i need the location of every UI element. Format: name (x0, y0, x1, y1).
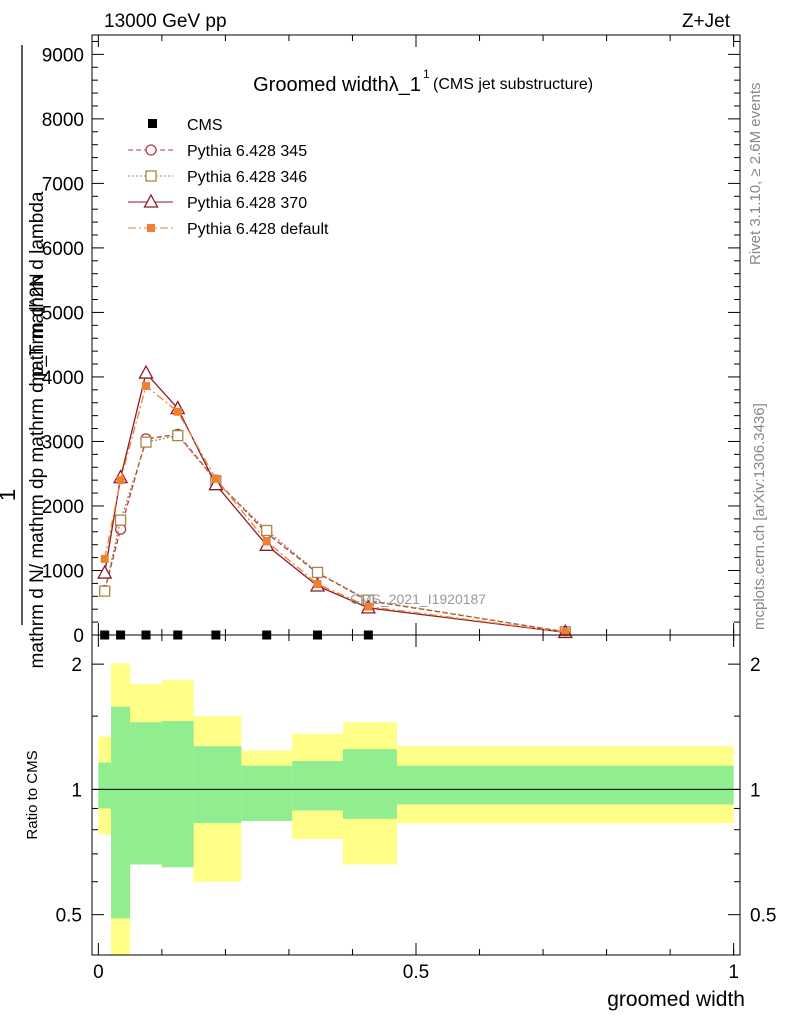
series-line-0 (104, 433, 566, 633)
series-point-3 (313, 580, 322, 589)
legend-item-cms: CMS (148, 117, 223, 134)
y-tick-label: 8000 (42, 110, 84, 131)
series-point-1 (172, 429, 184, 442)
ratio-x-axis: 0 0.5 1 (93, 35, 739, 983)
energy-label: 13000 GeV pp (104, 11, 227, 32)
series-point-2 (97, 564, 113, 579)
legend-item-345: Pythia 6.428 345 (128, 143, 307, 160)
ratio-band-stat (241, 765, 293, 821)
legend-marker-cms (148, 119, 157, 128)
ratio-panel: 0.5 0.51 12 2 0 0.5 1 Ratio to CMS groomed wi… (24, 35, 776, 1011)
ratio-band-stat (292, 761, 343, 811)
series-point-3 (364, 602, 373, 611)
main-y-axis: 0 1000 2000 3000 4000 5000 6000 7000 8000 9000 (42, 40, 740, 647)
legend-label-cms: CMS (187, 117, 223, 134)
series-point-2 (138, 364, 154, 379)
title-subtitle: (CMS jet substructure) (433, 76, 593, 93)
series-point-3 (116, 476, 125, 485)
legend-marker-default (147, 224, 155, 232)
ratio-band-stat (130, 722, 162, 865)
ratio-band-stat (193, 746, 242, 824)
x-tick-label: 0 (93, 962, 104, 983)
series-point-2 (208, 476, 224, 491)
legend-item-346: Pythia 6.428 346 (128, 169, 307, 186)
y-tick-label: 6000 (42, 239, 84, 260)
ratio-band-stat (396, 765, 734, 805)
mcplots-text: mcplots.cern.ch [arXiv:1306.3436] (751, 403, 768, 630)
legend-label-345: Pythia 6.428 345 (187, 143, 307, 160)
ratio-band-stat (98, 762, 112, 809)
y-tick-label: 1000 (42, 561, 84, 582)
y-tick-label: 9000 (42, 45, 84, 66)
series-point-3 (142, 381, 150, 390)
ratio-bands-layer (98, 663, 734, 955)
series-point-1 (261, 524, 273, 537)
y-tick-label: 2000 (42, 497, 84, 518)
series-point-1 (99, 585, 111, 597)
analysis-watermark: CMS_2021_I1920187 (350, 591, 486, 607)
main-series-layer (97, 364, 573, 639)
series-point-1 (311, 566, 324, 579)
legend-marker-345 (145, 144, 157, 156)
y-tick-label: 7000 (42, 174, 84, 195)
legend-label-370: Pythia 6.428 370 (187, 195, 307, 212)
series-line-1 (104, 434, 566, 633)
series-point-3 (262, 537, 271, 546)
series-line-3 (104, 384, 566, 633)
y-label-numerator: 1 (0, 489, 20, 501)
title-superscript: 1 (423, 67, 430, 81)
chart-title: Groomed widthλ_1 1 (CMS jet substructure… (253, 67, 593, 96)
ratio-y-tick-label: 2 (71, 655, 82, 676)
ratio-y-tick-label-right: 1 (750, 780, 761, 801)
title-main: Groomed widthλ_1 (253, 74, 421, 96)
legend-marker-346 (145, 170, 157, 182)
y-tick-label: 4000 (42, 368, 84, 389)
rivet-version-text: Rivet 3.1.10, ≥ 2.6M events (747, 83, 764, 266)
y-label-numerator-text: mathrm d^2N (27, 273, 48, 386)
series-point-3 (561, 628, 570, 637)
series-point-1 (140, 436, 152, 448)
x-tick-label: 0.5 (403, 962, 429, 983)
series-point-3 (211, 474, 220, 483)
legend-label-346: Pythia 6.428 346 (187, 169, 307, 186)
legend-item-default: Pythia 6.428 default (128, 221, 329, 238)
series-point-3 (100, 554, 109, 563)
ratio-y-tick-label: 1 (71, 780, 82, 801)
legend: CMS Pythia 6.428 345 Pythia 6.428 346 Py… (128, 117, 329, 238)
legend-marker-370 (143, 193, 159, 208)
series-point-1 (114, 514, 127, 526)
main-panel: 0 1000 2000 3000 4000 5000 6000 7000 8000 9000 CM… (0, 34, 741, 668)
process-label: Z+Jet (682, 11, 731, 32)
ratio-y-tick-label-right: 2 (750, 655, 761, 676)
ratio-y-tick-label-right: 0.5 (750, 906, 776, 927)
ratio-band-stat (161, 721, 194, 868)
y-label-denominator-text: mathrm d N/ mathrm dp mathrm d p_T mathr… (27, 191, 48, 668)
x-axis-label: groomed width (607, 988, 745, 1011)
ratio-y-tick-label: 0.5 (56, 906, 82, 927)
ratio-band-stat (111, 706, 131, 919)
ratio-y-axis: 0.5 0.5 1 1 2 2 (56, 655, 777, 927)
legend-label-default: Pythia 6.428 default (187, 221, 329, 238)
legend-item-370: Pythia 6.428 370 (128, 193, 307, 212)
ratio-band-stat (342, 749, 397, 819)
ratio-y-label: Ratio to CMS (24, 750, 41, 839)
x-tick-label: 1 (728, 962, 739, 983)
series-point-3 (173, 407, 182, 416)
y-tick-label: 3000 (42, 432, 84, 453)
main-y-label: 1 mathrm d^2N mathrm d N/ mathrm dp math… (0, 45, 48, 668)
y-tick-label: 0 (73, 626, 84, 647)
y-tick-label: 5000 (42, 303, 84, 324)
